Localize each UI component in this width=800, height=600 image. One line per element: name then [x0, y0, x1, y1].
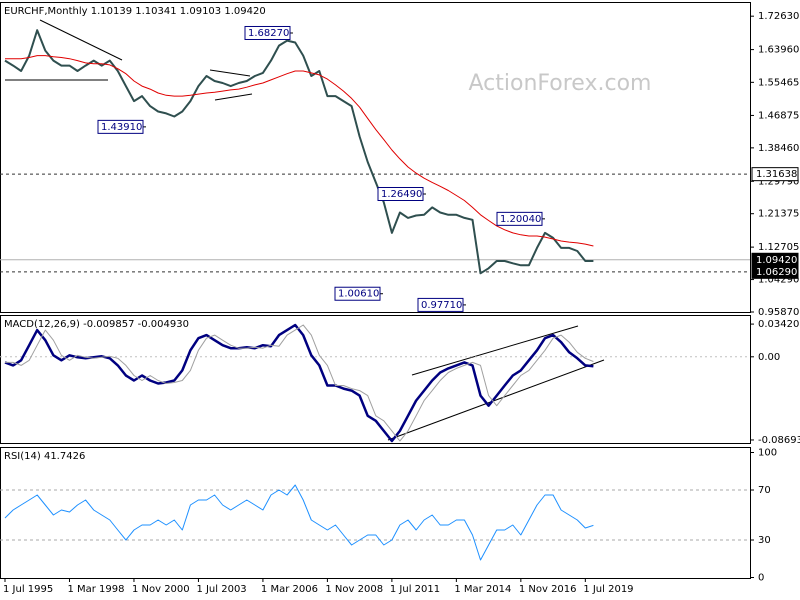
x-tick-label: 1 Nov 2016 [519, 584, 577, 595]
series-line [5, 324, 594, 442]
annotation-box [417, 297, 464, 312]
y-tick-label: 70 [758, 485, 771, 496]
x-tick-label: 1 Mar 1998 [67, 584, 124, 595]
y-tick-label: 0.95870 [758, 307, 799, 318]
panel-title: EURCHF,Monthly 1.10139 1.10341 1.09103 1… [4, 6, 266, 17]
x-tick-label: 1 Jul 2011 [390, 584, 440, 595]
y-tick-label: 100 [758, 448, 777, 459]
y-tick-label: 0.034203 [758, 319, 800, 330]
trend-line [387, 359, 605, 441]
watermark: ActionForex.com [469, 71, 652, 96]
annotation-box [334, 286, 381, 301]
y-tick-label: 1.04290 [758, 275, 799, 286]
y-tick-label: 1.21375 [758, 209, 799, 220]
annotation-label: 1.20040 [500, 214, 541, 225]
y-tick-label: 1.46875 [758, 110, 799, 121]
trend-line [39, 19, 123, 61]
annotation-box [496, 211, 543, 226]
y-tick-label: 1.12705 [758, 242, 799, 253]
series-line [4, 29, 594, 275]
panel-title: RSI(14) 41.7426 [4, 451, 85, 462]
trend-line [209, 69, 251, 77]
trend-line [214, 93, 253, 101]
annotation-box [377, 186, 424, 201]
y-tick-label: -0.086933 [758, 435, 800, 446]
y-tick-label: 1.38460 [758, 143, 799, 154]
x-tick-label: 1 Nov 2000 [132, 584, 190, 595]
y-tick-label: 0.00 [758, 352, 780, 363]
annotation-label: 1.43910 [101, 122, 142, 133]
level-label-box [751, 167, 799, 182]
level-label: 1.09420 [756, 255, 797, 266]
annotation-label: 1.00610 [338, 289, 379, 300]
annotation-label: 0.97710 [421, 300, 462, 311]
y-tick-label: 1.63960 [758, 45, 799, 56]
level-label-box [751, 264, 799, 279]
trend-line [411, 325, 579, 376]
annotation-label: 1.68270 [248, 28, 289, 39]
x-tick-label: 1 Mar 2006 [261, 584, 318, 595]
x-tick-label: 1 Jul 1995 [3, 584, 53, 595]
x-tick-label: 1 Jul 2003 [196, 584, 246, 595]
x-tick-label: 1 Jul 2019 [583, 584, 633, 595]
trend-lines [5, 19, 605, 441]
series-line [5, 55, 594, 247]
panel-title: MACD(12,26,9) -0.009857 -0.004930 [4, 319, 189, 330]
y-tick-label: 0 [758, 573, 764, 584]
level-label: 1.06290 [756, 267, 797, 278]
x-tick-label: 1 Nov 2008 [325, 584, 383, 595]
y-tick-label: 30 [758, 535, 771, 546]
annotation-label: 1.26490 [381, 189, 422, 200]
y-tick-label: 1.72630 [758, 11, 799, 22]
x-tick-label: 1 Mar 2014 [454, 584, 511, 595]
y-tick-label: 1.29790 [758, 176, 799, 187]
y-tick-label: 1.55465 [758, 77, 799, 88]
annotation-box [244, 25, 291, 40]
annotation-box [97, 119, 144, 134]
level-label: 1.31638 [756, 169, 797, 180]
series-line [4, 484, 594, 561]
